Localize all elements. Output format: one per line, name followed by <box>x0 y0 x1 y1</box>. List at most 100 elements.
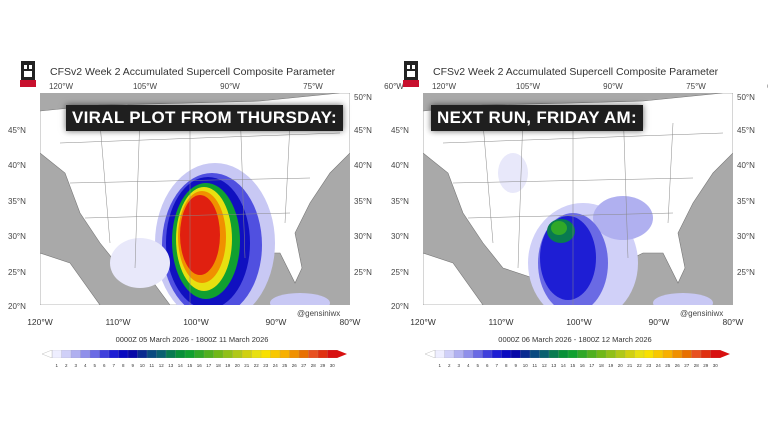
lon-label-bottom: 100°W <box>183 317 209 327</box>
colorbar-swatch <box>89 350 100 358</box>
lat-label-right: 25°N <box>737 268 755 277</box>
colorbar-label: 30 <box>329 363 335 368</box>
lat-label-right: 25°N <box>354 268 372 277</box>
colorbar-label: 17 <box>589 363 595 368</box>
colorbar-low-arrow <box>42 350 53 358</box>
scp-field <box>498 153 528 193</box>
lat-label-right: 45°N <box>354 126 372 135</box>
lon-label-top: 75°W <box>303 82 323 91</box>
lat-label-left: 45°N <box>8 126 26 135</box>
colorbar-label: 29 <box>703 363 709 368</box>
colorbar-swatch <box>51 350 62 358</box>
colorbar-label: 19 <box>225 363 231 368</box>
colorbar-swatch <box>80 350 91 358</box>
colorbar-label: 9 <box>131 363 135 368</box>
colorbar-label: 22 <box>253 363 259 368</box>
colorbar-swatch <box>146 350 157 358</box>
lon-label-bottom: 120°W <box>27 317 53 327</box>
colorbar-swatch <box>710 350 721 358</box>
colorbar-label: 6 <box>102 363 106 368</box>
colorbar-swatch <box>567 350 578 358</box>
colorbar-swatch <box>700 350 711 358</box>
land-north-america <box>423 93 733 305</box>
lat-label-left: 30°N <box>8 232 26 241</box>
colorbar-swatch <box>70 350 81 358</box>
lat-label-right: 35°N <box>354 197 372 206</box>
colorbar-swatch <box>472 350 483 358</box>
colorbar-swatch <box>251 350 262 358</box>
colorbar-swatch <box>453 350 464 358</box>
colorbar-swatch <box>222 350 233 358</box>
lon-label-top: 120°W <box>48 82 74 91</box>
colorbar-swatch <box>520 350 531 358</box>
lon-label-bottom: 110°W <box>488 317 514 327</box>
colorbar-swatch <box>434 350 445 358</box>
lat-label-right: 40°N <box>737 161 755 170</box>
colorbar-swatch <box>137 350 148 358</box>
colorbar-label: 10 <box>522 363 528 368</box>
lon-label-bottom: 120°W <box>410 317 436 327</box>
lat-label-right: 35°N <box>737 197 755 206</box>
colorbar-label: 16 <box>196 363 202 368</box>
colorbar-swatch <box>175 350 186 358</box>
state-borders <box>442 104 724 305</box>
colorbar-low-arrow <box>425 350 436 358</box>
lat-label-left: 35°N <box>8 197 26 206</box>
scp-field <box>551 221 567 235</box>
colorbar-swatch <box>444 350 455 358</box>
colorbar-swatch <box>156 350 167 358</box>
lat-label-left: 40°N <box>8 161 26 170</box>
map-panel-friday: CFSv2 Week 2 Accumulated Supercell Compo… <box>383 55 768 375</box>
colorbar-label: 23 <box>646 363 652 368</box>
lon-label-top: 105°W <box>132 82 158 91</box>
colorbar <box>42 350 347 358</box>
colorbar-swatch <box>615 350 626 358</box>
colorbar-label: 10 <box>139 363 145 368</box>
colorbar-swatch <box>691 350 702 358</box>
scp-field <box>593 196 653 240</box>
lat-label-right: 50°N <box>354 93 372 102</box>
map-panel-thursday: CFSv2 Week 2 Accumulated Supercell Compo… <box>0 55 404 375</box>
land-mexico <box>423 252 484 305</box>
colorbar-label: 6 <box>485 363 489 368</box>
colorbar-swatch <box>118 350 129 358</box>
lat-label-right: 30°N <box>737 232 755 241</box>
colorbar-label: 2 <box>447 363 451 368</box>
colorbar-swatch <box>61 350 72 358</box>
colorbar-label: 24 <box>272 363 278 368</box>
colorbar-swatch <box>260 350 271 358</box>
colorbar-swatch <box>577 350 588 358</box>
colorbar-swatch <box>491 350 502 358</box>
headline-banner: NEXT RUN, FRIDAY AM: <box>431 105 643 131</box>
author-handle: @gensiniwx <box>680 309 724 318</box>
lon-label-bottom: 100°W <box>566 317 592 327</box>
colorbar-swatch <box>501 350 512 358</box>
colorbar-swatch <box>634 350 645 358</box>
colorbar-swatch <box>99 350 110 358</box>
colorbar-swatch <box>662 350 673 358</box>
colorbar-label: 23 <box>263 363 269 368</box>
colorbar-label: 14 <box>560 363 566 368</box>
colorbar-swatch <box>586 350 597 358</box>
colorbar-swatch <box>643 350 654 358</box>
colorbar-swatch <box>681 350 692 358</box>
colorbar-label: 26 <box>291 363 297 368</box>
colorbar-label: 15 <box>570 363 576 368</box>
colorbar-swatch <box>317 350 328 358</box>
niu-logo <box>403 61 419 87</box>
colorbar-swatch <box>605 350 616 358</box>
colorbar-label: 12 <box>158 363 164 368</box>
lat-label-left: 40°N <box>391 161 409 170</box>
land-mexico <box>40 252 101 305</box>
colorbar-swatch <box>548 350 559 358</box>
scp-field <box>110 238 170 288</box>
colorbar-swatch <box>672 350 683 358</box>
colorbar-swatch <box>279 350 290 358</box>
lon-label-top: 105°W <box>515 82 541 91</box>
colorbar-label: 1 <box>438 363 442 368</box>
colorbar-label: 29 <box>320 363 326 368</box>
colorbar-label: 8 <box>121 363 125 368</box>
colorbar-label: 13 <box>551 363 557 368</box>
colorbar-swatch <box>127 350 138 358</box>
headline-banner: VIRAL PLOT FROM THURSDAY: <box>66 105 344 131</box>
